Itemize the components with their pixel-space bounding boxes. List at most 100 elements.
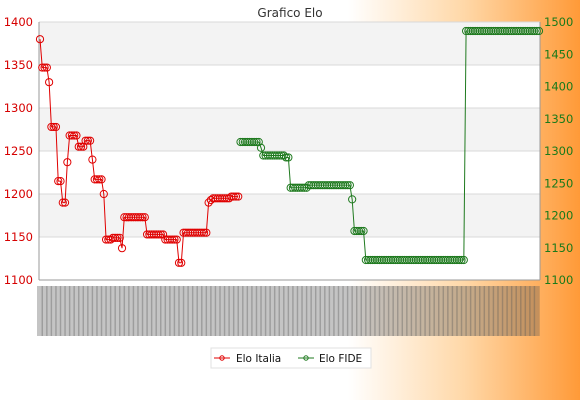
x-tick-label: [319, 286, 326, 336]
point-elo-fide: [359, 226, 368, 236]
point-elo-fide: [256, 143, 266, 152]
x-tick-label: [46, 286, 53, 336]
x-tick-label: [383, 286, 390, 336]
x-tick-label: [237, 286, 244, 336]
x-tick-label: [433, 286, 440, 336]
x-tick-label: [456, 286, 463, 336]
x-tick-label: [164, 286, 171, 336]
x-tick-label: [59, 286, 66, 336]
point-elo-italia: [92, 175, 102, 184]
point-elo-fide: [457, 255, 466, 265]
x-tick-label: [415, 286, 422, 336]
legend-label-italia: Elo Italia: [236, 353, 281, 365]
x-tick-label: [387, 286, 394, 336]
x-tick-label: [119, 286, 126, 336]
gridlines: [38, 21, 541, 281]
x-tick-label: [451, 286, 458, 336]
x-tick-label: [255, 286, 262, 336]
x-tick-label: [205, 286, 212, 336]
point-elo-italia: [95, 175, 104, 184]
point-elo-italia: [199, 228, 209, 237]
x-tick-label: [506, 286, 513, 336]
plot-band: [39, 108, 540, 151]
point-elo-fide: [354, 226, 364, 236]
x-tick-label: [351, 286, 358, 336]
x-tick-label: [465, 286, 472, 336]
point-elo-italia: [38, 63, 47, 72]
x-tick-label: [214, 286, 221, 336]
legend-box: [210, 347, 372, 369]
x-tick-label: [37, 286, 43, 336]
point-elo-italia: [138, 213, 147, 222]
point-elo-italia: [72, 131, 81, 140]
x-tick-label: [497, 286, 504, 336]
x-tick-label: [187, 286, 194, 336]
x-tick-label: [360, 286, 367, 336]
point-elo-italia: [81, 136, 90, 145]
y-left-tick-label: 1250: [4, 144, 33, 158]
point-elo-italia: [140, 213, 149, 222]
x-tick-label: [501, 286, 508, 336]
point-elo-italia: [97, 175, 106, 184]
point-elo-fide: [459, 255, 468, 265]
y-right-tick-label: 1450: [544, 47, 573, 61]
point-elo-fide: [357, 226, 366, 236]
point-elo-fide: [345, 181, 354, 190]
point-elo-fide: [302, 183, 311, 192]
x-tick-label: [524, 286, 531, 336]
x-tick-label: [529, 286, 536, 336]
x-tick-label: [406, 286, 413, 336]
x-tick-label: [132, 286, 139, 336]
x-tick-label: [150, 286, 157, 336]
x-tick-label: [223, 286, 230, 336]
point-elo-italia: [86, 136, 95, 145]
point-elo-italia: [63, 158, 72, 167]
point-elo-italia: [204, 198, 213, 207]
x-tick-label: [114, 286, 121, 336]
x-tick-label: [438, 286, 445, 336]
x-tick-label: [337, 286, 344, 336]
x-tick-label: [96, 286, 103, 336]
x-tick-label: [178, 286, 185, 336]
series-layer: [35, 26, 544, 267]
x-tick-label: [169, 286, 176, 336]
x-tick-label: [210, 286, 217, 336]
x-tick-label: [488, 286, 495, 336]
point-elo-italia: [117, 244, 127, 253]
point-elo-italia: [113, 233, 122, 242]
x-tick-label: [515, 286, 522, 336]
point-elo-italia: [170, 235, 179, 244]
x-tick-label: [469, 286, 476, 336]
point-elo-italia: [99, 189, 108, 199]
x-tick-label: [141, 286, 148, 336]
x-tick-label: [305, 286, 312, 336]
x-tick-label: [533, 286, 540, 336]
point-elo-italia: [54, 177, 63, 186]
point-elo-italia: [49, 122, 58, 132]
point-elo-italia: [83, 136, 92, 145]
x-tick-label: [269, 286, 276, 336]
x-tick-label: [273, 286, 280, 336]
point-elo-italia: [177, 258, 186, 267]
point-elo-italia: [40, 63, 49, 72]
x-tick-label: [41, 286, 48, 336]
x-axis-labels: [37, 286, 540, 336]
x-tick-label: [447, 286, 454, 336]
point-elo-italia: [154, 230, 163, 239]
x-tick-label: [397, 286, 404, 336]
legend-label-fide: Elo FIDE: [319, 353, 362, 365]
x-tick-label: [78, 286, 85, 336]
x-tick-label: [251, 286, 258, 336]
x-tick-label: [232, 286, 239, 336]
x-tick-label: [242, 286, 249, 336]
x-tick-label: [155, 286, 162, 336]
point-elo-fide: [279, 151, 288, 160]
x-tick-label: [105, 286, 112, 336]
x-tick-label: [392, 286, 399, 336]
x-tick-label: [73, 286, 80, 336]
point-elo-fide: [300, 183, 309, 192]
x-tick-label: [219, 286, 226, 336]
point-elo-italia: [51, 122, 61, 132]
point-elo-italia: [115, 233, 124, 242]
